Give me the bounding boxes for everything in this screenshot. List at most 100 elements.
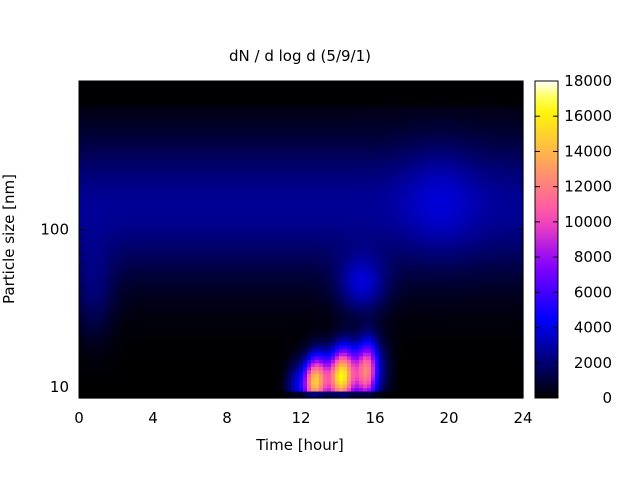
heatmap-cell <box>235 345 240 350</box>
heatmap-cell <box>207 193 212 198</box>
heatmap-cell <box>91 345 96 350</box>
heatmap-cell <box>107 169 112 174</box>
heatmap-cell <box>251 302 256 308</box>
heatmap-cell <box>155 133 160 138</box>
heatmap-cell <box>135 123 140 128</box>
heatmap-cell <box>263 179 268 184</box>
heatmap-cell <box>107 88 112 93</box>
heatmap-cell <box>91 162 96 167</box>
heatmap-cell <box>267 324 272 329</box>
heatmap-cell <box>107 186 112 191</box>
heatmap-cell <box>211 116 216 121</box>
heatmap-cell <box>195 341 200 346</box>
heatmap-cell <box>135 186 140 191</box>
heatmap-cell <box>203 186 208 191</box>
heatmap-cell <box>255 186 260 191</box>
heatmap-cell <box>243 91 248 96</box>
heatmap-cell <box>283 207 288 212</box>
heatmap-cell <box>259 369 264 374</box>
heatmap-cell <box>127 211 132 216</box>
heatmap-cell <box>295 331 300 336</box>
heatmap-cell <box>155 95 160 100</box>
heatmap-cell <box>215 271 220 276</box>
heatmap-cell <box>243 383 248 389</box>
heatmap-cell <box>215 102 220 107</box>
heatmap-cell <box>267 200 272 205</box>
heatmap-cell <box>211 154 216 160</box>
heatmap-cell <box>283 214 288 219</box>
heatmap-cell <box>151 186 156 191</box>
heatmap-cell <box>199 151 204 156</box>
heatmap-cell <box>131 327 136 332</box>
heatmap-cell <box>123 140 128 145</box>
heatmap-cell <box>143 320 148 325</box>
heatmap-cell <box>107 267 112 272</box>
heatmap-cell <box>263 271 268 276</box>
heatmap-cell <box>127 225 132 230</box>
heatmap-cell <box>123 235 128 241</box>
heatmap-cell <box>123 362 128 367</box>
heatmap-cell <box>171 176 176 181</box>
heatmap-cell <box>247 140 252 145</box>
heatmap-cell <box>175 352 180 357</box>
heatmap-cell <box>271 376 276 381</box>
heatmap-cell <box>219 218 224 223</box>
heatmap-cell <box>223 133 228 138</box>
heatmap-cell <box>95 380 100 385</box>
heatmap-cell <box>263 352 268 357</box>
heatmap-cell <box>239 362 244 367</box>
heatmap-cell <box>287 81 292 86</box>
heatmap-cell <box>91 246 96 251</box>
heatmap-cell <box>195 176 200 181</box>
heatmap-cell <box>187 359 192 364</box>
heatmap-cell <box>235 225 240 230</box>
heatmap-cell <box>123 394 128 399</box>
heatmap-cell <box>235 218 240 223</box>
heatmap-cell <box>111 253 116 258</box>
heatmap-cell <box>167 179 172 184</box>
heatmap-cell <box>199 338 204 343</box>
heatmap-cell <box>247 278 252 283</box>
heatmap-cell <box>219 116 224 121</box>
heatmap-cell <box>203 299 208 304</box>
heatmap-cell <box>207 232 212 237</box>
heatmap-cell <box>167 162 172 167</box>
heatmap-cell <box>287 207 292 212</box>
heatmap-cell <box>151 250 156 255</box>
heatmap-cell <box>207 151 212 156</box>
heatmap-cell <box>227 169 232 174</box>
heatmap-cell <box>123 91 128 96</box>
heatmap-cell <box>123 218 128 223</box>
heatmap-cell <box>183 376 188 381</box>
heatmap-cell <box>139 380 144 385</box>
heatmap-cell <box>143 158 148 163</box>
heatmap-cell <box>107 112 112 117</box>
heatmap-cell <box>123 176 128 181</box>
heatmap-cell <box>219 88 224 93</box>
heatmap-cell <box>87 260 92 265</box>
heatmap-cell <box>299 320 304 325</box>
heatmap-cell <box>231 369 236 374</box>
heatmap-cell <box>91 112 96 117</box>
heatmap-cell <box>143 334 148 339</box>
heatmap-cell <box>239 341 244 346</box>
heatmap-cell <box>291 190 296 195</box>
heatmap-cell <box>175 253 180 258</box>
heatmap-cell <box>87 204 92 209</box>
heatmap-cell <box>99 95 104 100</box>
heatmap-cell <box>267 292 272 297</box>
heatmap-cell <box>79 292 84 297</box>
heatmap-cell <box>195 140 200 145</box>
heatmap-cell <box>255 359 260 364</box>
heatmap-cell <box>283 383 288 389</box>
heatmap-cell <box>147 359 152 364</box>
heatmap-cell <box>99 190 104 195</box>
heatmap-cell <box>135 267 140 272</box>
heatmap-cell <box>271 105 276 110</box>
heatmap-cell <box>251 176 256 181</box>
heatmap-cell <box>175 288 180 293</box>
heatmap-cell <box>107 137 112 142</box>
heatmap-cell <box>111 88 116 93</box>
heatmap-cell <box>111 348 116 353</box>
heatmap-cell <box>147 239 152 244</box>
